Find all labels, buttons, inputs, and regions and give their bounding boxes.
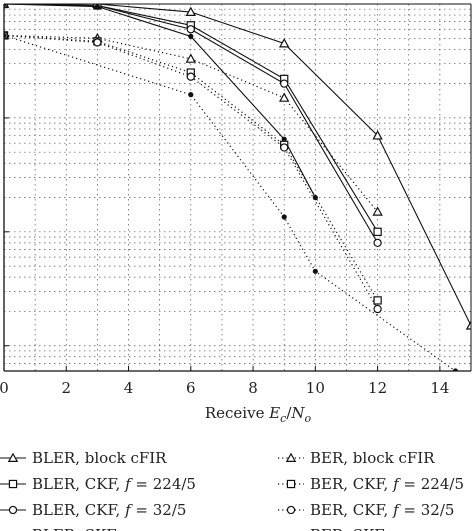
x-tick-label: 0	[0, 379, 9, 397]
legend-item: BER, SKF	[310, 526, 385, 531]
x-tick-labels: 0 2 4 6 8 10 12 14	[0, 379, 449, 397]
x-tick-label: 2	[61, 379, 71, 397]
legend-item: BLER, SKF	[32, 526, 117, 531]
data-point	[278, 38, 290, 48]
data-point	[281, 214, 287, 220]
series-line	[4, 4, 471, 326]
legend-label: BLER, block cFIR	[32, 449, 167, 467]
legend-marker	[285, 452, 297, 462]
x-tick-label: 14	[430, 379, 449, 397]
x-tick-label: 6	[186, 379, 196, 397]
legend-item: BER, CKF, f = 32/5	[278, 501, 454, 519]
legend-marker	[286, 505, 296, 515]
data-point	[186, 25, 195, 34]
data-point	[280, 143, 289, 152]
legend-label: BER, SKF	[310, 526, 385, 531]
data-point	[93, 38, 102, 47]
legend-item: BLER, CKF, f = 224/5	[0, 475, 196, 493]
legend-marker	[8, 479, 18, 489]
data-point	[373, 296, 382, 305]
data-point	[185, 6, 197, 16]
legend-item: BER, CKF, f = 224/5	[278, 475, 464, 493]
legend-marker	[7, 452, 19, 462]
data-point	[280, 79, 289, 88]
data-point	[186, 72, 195, 81]
x-tick-label: 12	[368, 379, 387, 397]
legend-label: BLER, CKF, f = 32/5	[32, 501, 186, 519]
legend-label: BER, CKF, f = 32/5	[310, 501, 454, 519]
data-point	[278, 92, 290, 102]
legend-label: BER, CKF, f = 224/5	[310, 475, 464, 493]
grid	[4, 4, 471, 372]
data-point	[185, 53, 197, 63]
series-7	[4, 32, 459, 371]
legend-label: BLER, SKF	[32, 526, 117, 531]
series-line	[4, 4, 316, 198]
x-tick-label: 8	[248, 379, 258, 397]
x-tick-label: 4	[124, 379, 134, 397]
data-point	[312, 268, 318, 274]
series-line	[4, 34, 456, 371]
x-tick-label: 10	[306, 379, 325, 397]
legend-label: BLER, CKF, f = 224/5	[32, 475, 196, 493]
plot-frame	[3, 3, 472, 372]
data-point	[465, 320, 471, 330]
legend-item: BLER, block cFIR	[0, 449, 167, 467]
legend-label: BER, block cFIR	[310, 449, 435, 467]
series-line	[4, 34, 379, 301]
data-point	[373, 304, 382, 314]
series-layer	[4, 4, 471, 371]
data-point	[188, 33, 194, 39]
legend-marker	[286, 479, 296, 489]
data-point	[188, 92, 194, 98]
data-point	[373, 238, 382, 248]
data-point	[372, 130, 383, 140]
legend-marker	[8, 505, 18, 515]
legend-item: BER, block cFIR	[278, 449, 435, 467]
legend-item: BLER, CKF, f = 32/5	[0, 501, 186, 519]
legend: BLER, block cFIR BER, block cFIR BLER, CKF…	[0, 449, 464, 531]
x-axis-label: Receive Ec/No	[205, 404, 312, 425]
series-0	[4, 4, 471, 330]
data-point	[373, 227, 382, 236]
data-point	[372, 206, 383, 216]
series-6	[4, 31, 382, 314]
data-point	[94, 4, 100, 10]
